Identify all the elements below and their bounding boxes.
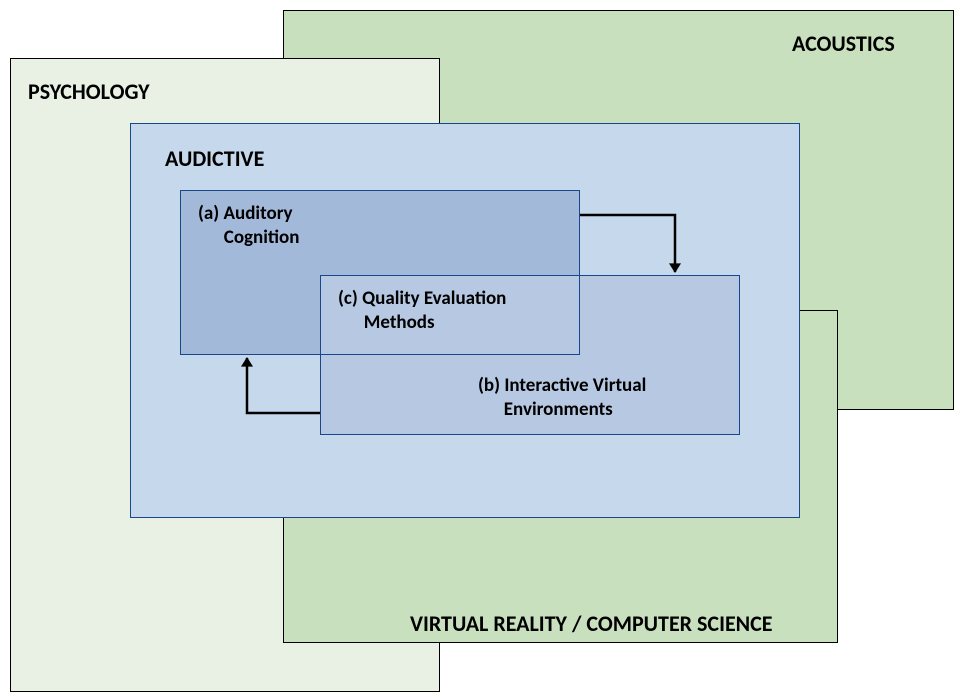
acoustics-label: ACOUSTICS [792, 30, 895, 58]
vrcs-label: VIRTUAL REALITY / COMPUTER SCIENCE [410, 610, 773, 638]
psychology-label: PSYCHOLOGY [28, 78, 150, 106]
audictive-label: AUDICTIVE [165, 145, 264, 173]
box-a-label: (a) Auditory Cognition [198, 202, 299, 250]
box-b-label: (b) Interactive Virtual Environments [478, 374, 646, 422]
box-c-label: (c) Quality Evaluation Methods [338, 287, 506, 335]
